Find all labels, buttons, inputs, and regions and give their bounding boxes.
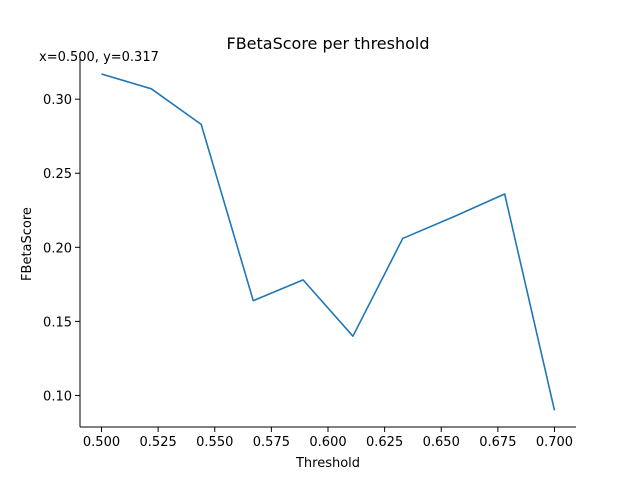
y-tick-label: 0.15 <box>43 315 72 330</box>
x-tick-label: 0.625 <box>366 435 403 450</box>
x-tick-label: 0.650 <box>423 435 460 450</box>
cursor-readout: x=0.500, y=0.317 <box>39 50 159 65</box>
chart-title: FBetaScore per threshold <box>226 34 429 53</box>
x-tick-label: 0.700 <box>536 435 573 450</box>
y-tick-label: 0.10 <box>43 389 72 404</box>
x-tick-label: 0.575 <box>253 435 290 450</box>
x-axis-label: Threshold <box>295 456 360 471</box>
y-tick-label: 0.20 <box>43 241 72 256</box>
y-tick-label: 0.30 <box>43 93 72 108</box>
x-tick-label: 0.600 <box>309 435 346 450</box>
plot-area <box>101 73 556 411</box>
x-tick-label: 0.550 <box>196 435 233 450</box>
x-tick-label: 0.525 <box>140 435 177 450</box>
x-tick-label: 0.500 <box>83 435 120 450</box>
y-tick-label: 0.25 <box>43 167 72 182</box>
y-axis: 0.10 0.15 0.20 0.25 0.30 <box>43 58 81 427</box>
x-tick-label: 0.675 <box>479 435 516 450</box>
y-axis-label: FBetaScore <box>20 207 35 281</box>
x-axis: 0.500 0.525 0.550 0.575 0.600 0.625 0.650 0.675… <box>80 426 576 450</box>
series-line-fbetascore <box>101 73 556 411</box>
